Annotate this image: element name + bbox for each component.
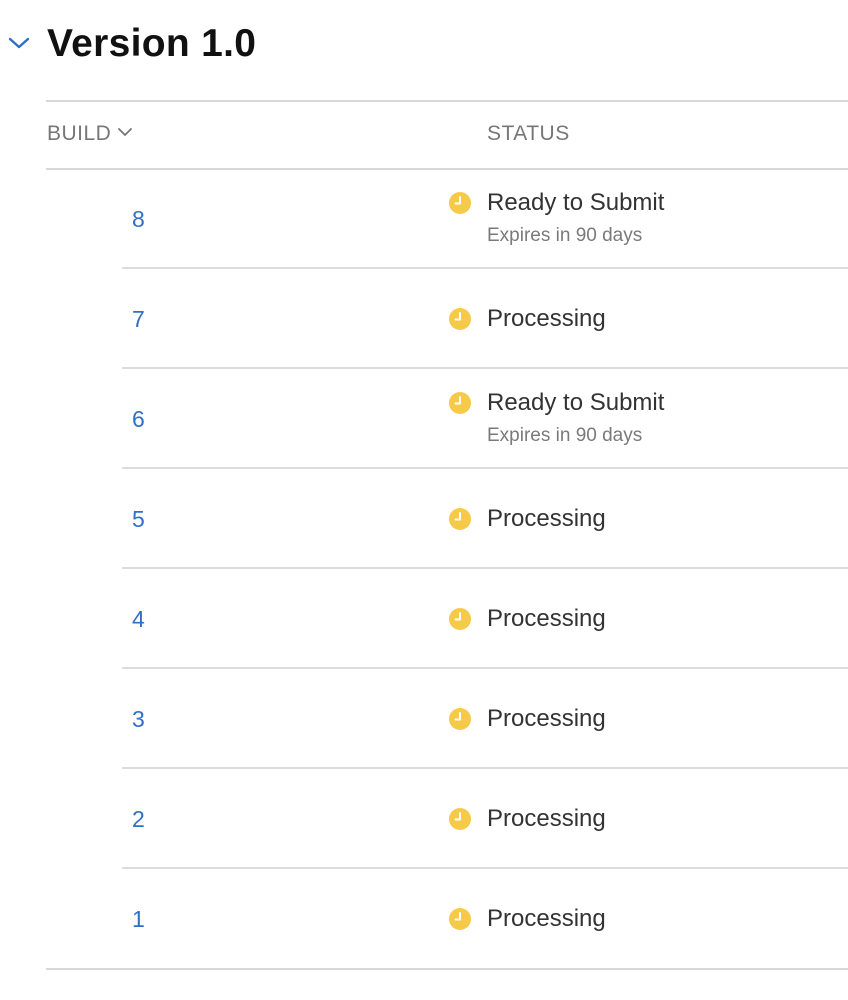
build-number-link[interactable]: 8 bbox=[132, 206, 145, 232]
clock-icon bbox=[449, 192, 471, 214]
build-number-link[interactable]: 5 bbox=[132, 506, 145, 532]
status-label: Processing bbox=[487, 605, 606, 632]
table-row[interactable]: 4 Processing bbox=[122, 569, 848, 669]
build-status: Processing bbox=[448, 769, 606, 869]
row-divider bbox=[122, 567, 848, 569]
table-row[interactable]: 5 Processing bbox=[122, 469, 848, 569]
version-title: Version 1.0 bbox=[47, 22, 257, 65]
table-row[interactable]: 1 Processing bbox=[122, 869, 848, 969]
build-status: Processing bbox=[448, 469, 606, 569]
clock-icon bbox=[449, 708, 471, 730]
build-number-link[interactable]: 4 bbox=[132, 606, 145, 632]
build-header-label: BUILD bbox=[47, 122, 112, 145]
row-divider bbox=[122, 767, 848, 769]
table-row[interactable]: 2 Processing bbox=[122, 769, 848, 869]
row-divider bbox=[122, 367, 848, 369]
build-column-header[interactable]: BUILD bbox=[47, 122, 133, 146]
build-status: Ready to Submit Expires in 90 days bbox=[448, 369, 664, 469]
build-number-link[interactable]: 3 bbox=[132, 706, 145, 732]
collapse-chevron-down-icon[interactable] bbox=[8, 36, 30, 50]
build-status: Processing bbox=[448, 869, 606, 969]
clock-icon bbox=[449, 908, 471, 930]
build-number-link[interactable]: 6 bbox=[132, 406, 145, 432]
status-detail: Expires in 90 days bbox=[487, 225, 643, 246]
status-label: Processing bbox=[487, 305, 606, 332]
row-divider bbox=[122, 667, 848, 669]
build-status: Processing bbox=[448, 669, 606, 769]
table-row[interactable]: 7 Processing bbox=[122, 269, 848, 369]
status-column-header: STATUS bbox=[487, 122, 570, 145]
sort-chevron-down-icon bbox=[118, 128, 133, 137]
divider bbox=[46, 168, 848, 170]
table-row[interactable]: 8 Ready to Submit Expires in 90 days bbox=[122, 169, 848, 269]
status-detail: Expires in 90 days bbox=[487, 425, 643, 446]
status-label: Ready to Submit bbox=[487, 189, 665, 216]
status-label: Processing bbox=[487, 705, 606, 732]
clock-icon bbox=[449, 308, 471, 330]
status-label: Ready to Submit bbox=[487, 389, 665, 416]
table-row[interactable]: 3 Processing bbox=[122, 669, 848, 769]
divider bbox=[46, 968, 848, 970]
clock-icon bbox=[449, 808, 471, 830]
build-number-link[interactable]: 2 bbox=[132, 806, 145, 832]
row-divider bbox=[122, 467, 848, 469]
clock-icon bbox=[449, 392, 471, 414]
row-divider bbox=[122, 267, 848, 269]
build-number-link[interactable]: 7 bbox=[132, 306, 145, 332]
build-status: Ready to Submit Expires in 90 days bbox=[448, 169, 664, 269]
build-status: Processing bbox=[448, 569, 606, 669]
status-label: Processing bbox=[487, 905, 606, 932]
build-number-link[interactable]: 1 bbox=[132, 906, 145, 932]
build-status: Processing bbox=[448, 269, 606, 369]
row-divider bbox=[122, 867, 848, 869]
divider bbox=[46, 100, 848, 102]
clock-icon bbox=[449, 508, 471, 530]
clock-icon bbox=[449, 608, 471, 630]
status-label: Processing bbox=[487, 805, 606, 832]
table-row[interactable]: 6 Ready to Submit Expires in 90 days bbox=[122, 369, 848, 469]
status-label: Processing bbox=[487, 505, 606, 532]
